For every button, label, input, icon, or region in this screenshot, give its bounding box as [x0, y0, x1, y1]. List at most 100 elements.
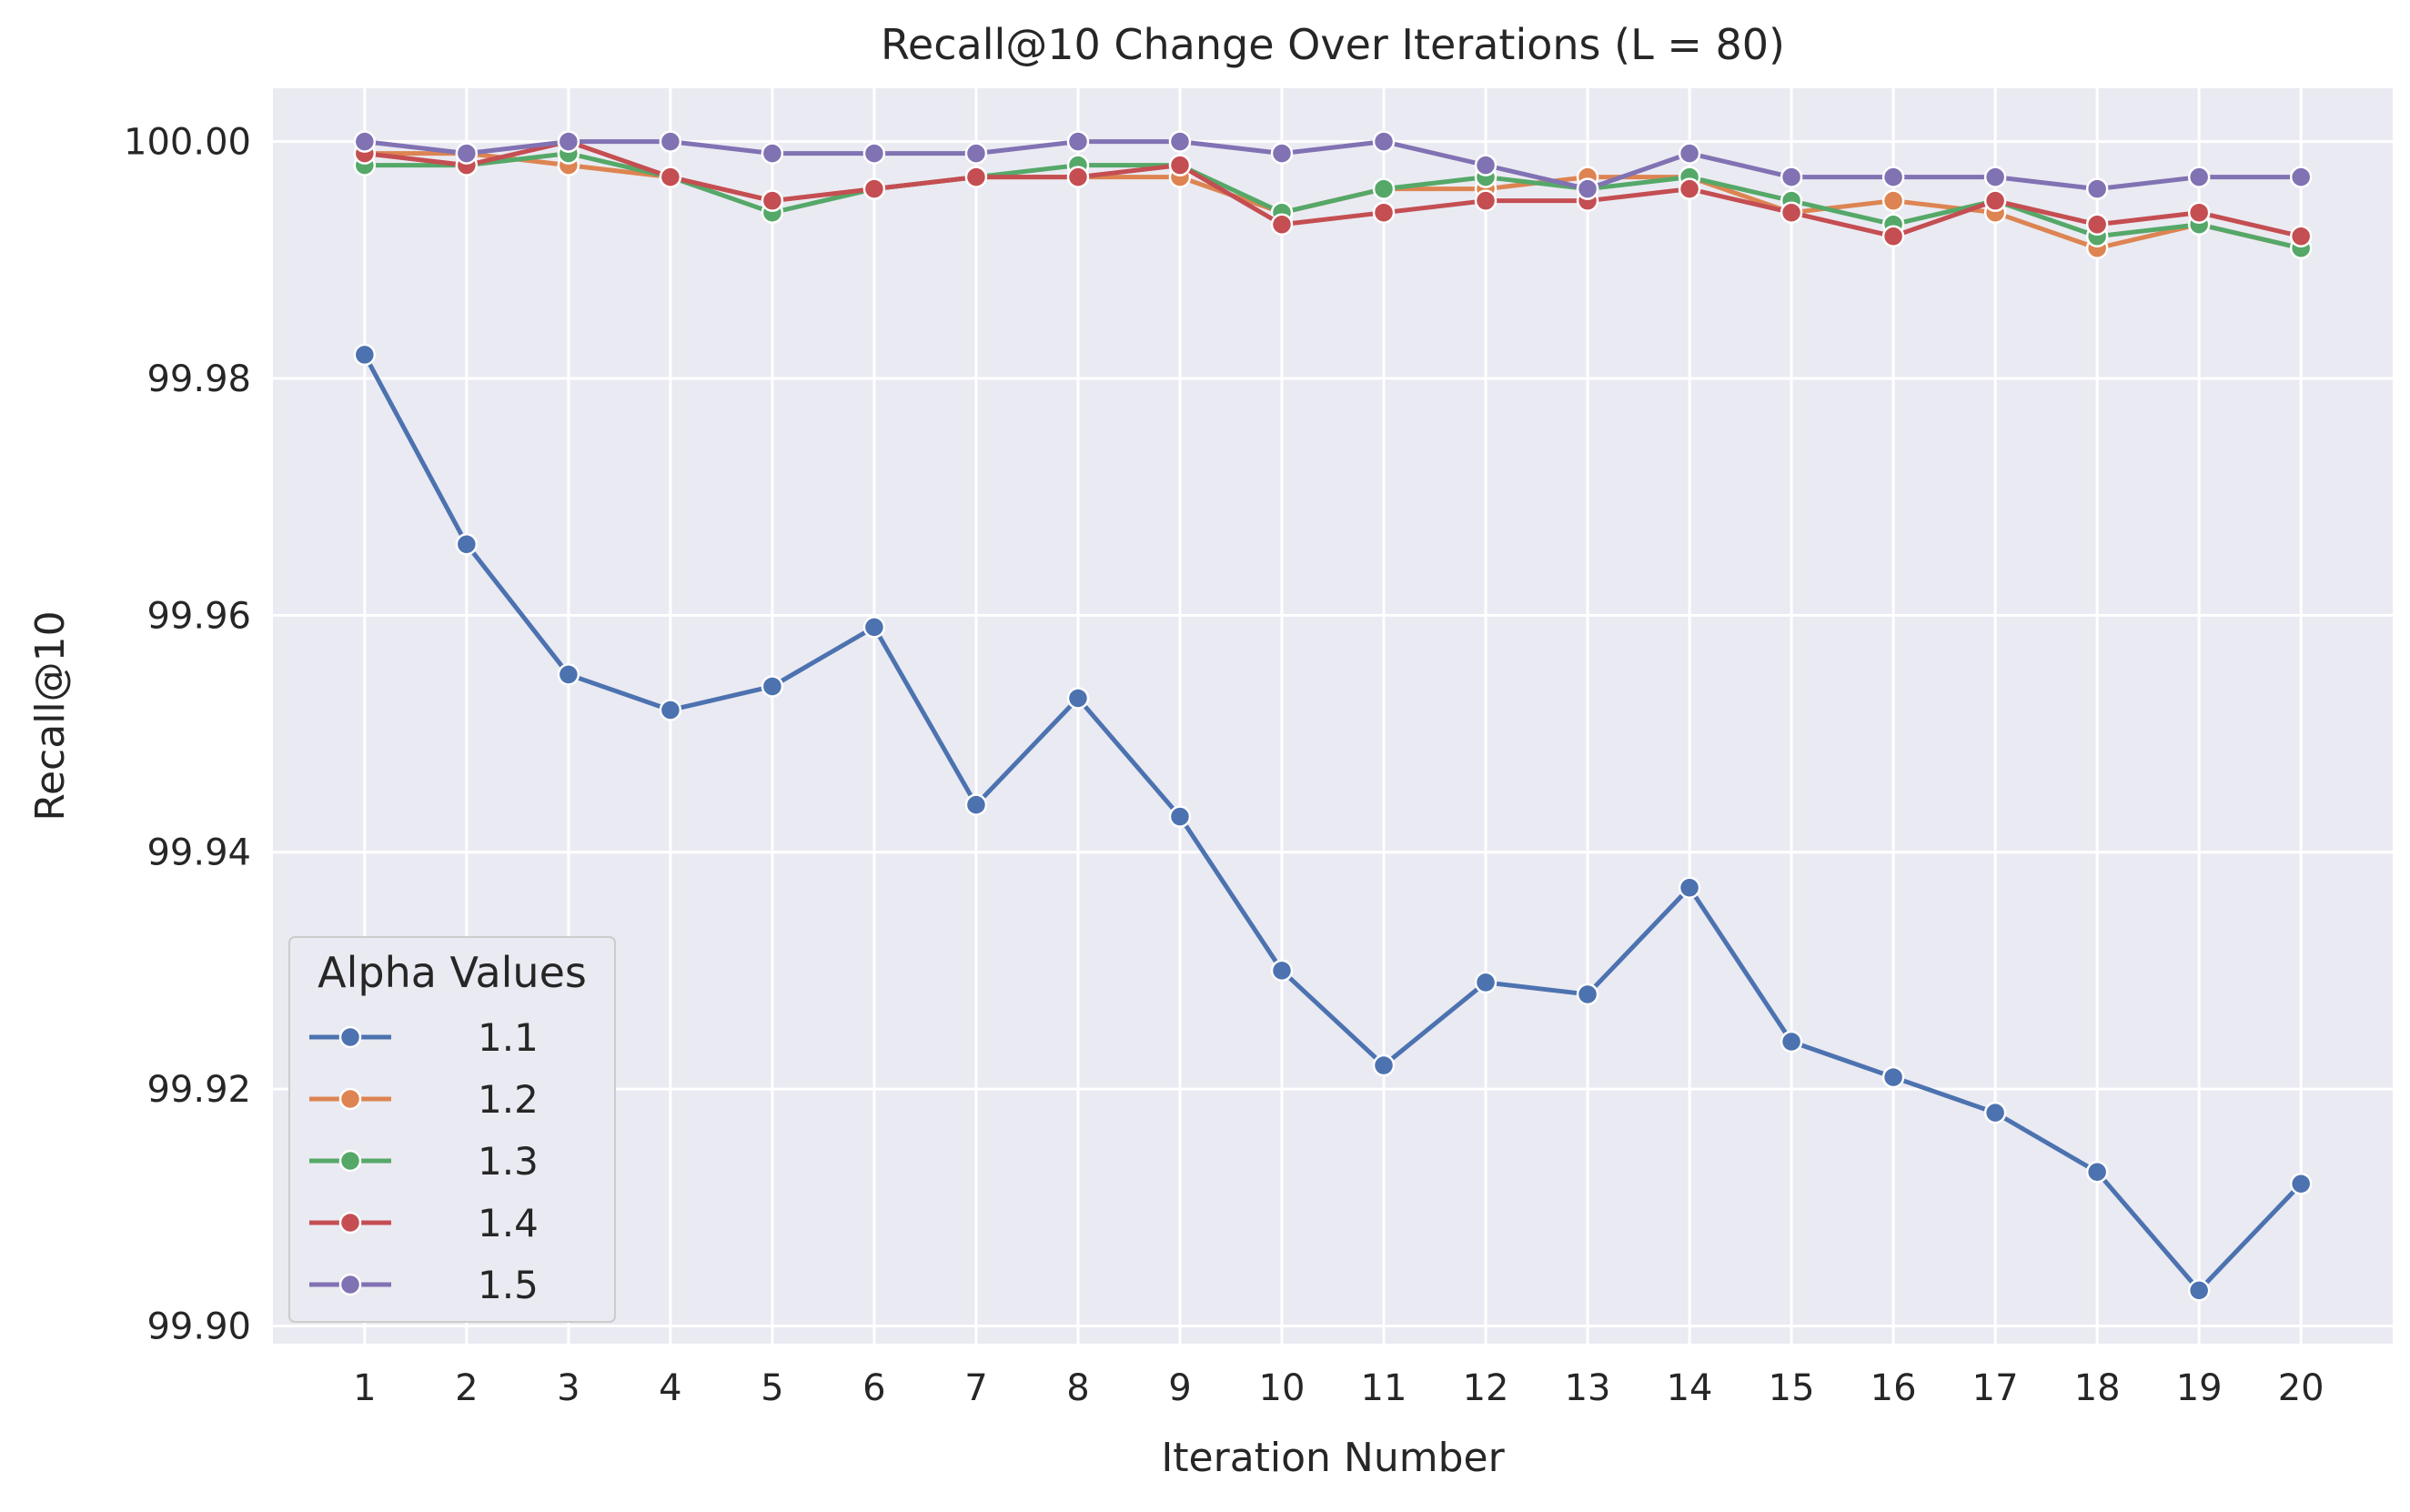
legend-box — [288, 936, 616, 1323]
grid — [273, 88, 2393, 1344]
series-group — [353, 130, 2313, 1302]
x-tick-label: 5 — [761, 1367, 783, 1409]
legend-label: 1.2 — [478, 1077, 539, 1122]
x-tick-label: 15 — [1769, 1367, 1815, 1409]
y-tick-label: 99.98 — [146, 358, 251, 400]
data-point — [2085, 213, 2109, 236]
x-tick-label: 10 — [1259, 1367, 1306, 1409]
data-point — [2289, 225, 2313, 247]
data-point — [1474, 971, 1497, 994]
data-point — [1372, 1053, 1396, 1077]
data-point — [557, 663, 580, 686]
legend-swatch-marker — [338, 1025, 362, 1049]
data-point — [1983, 189, 2007, 212]
data-point — [1780, 166, 1803, 188]
legend-item: 1.3 — [309, 1139, 539, 1184]
data-point — [964, 793, 988, 816]
data-point — [862, 177, 886, 200]
data-point — [1576, 177, 1599, 200]
data-point — [1270, 142, 1294, 165]
data-point — [1270, 959, 1294, 983]
x-tick-label: 7 — [964, 1367, 987, 1409]
x-tick-label: 4 — [659, 1367, 681, 1409]
x-tick-label: 8 — [1066, 1367, 1089, 1409]
data-point — [1678, 177, 1701, 200]
data-point — [1881, 225, 1905, 247]
data-point — [2289, 166, 2313, 188]
legend-label: 1.3 — [478, 1139, 539, 1184]
x-tick-label: 11 — [1361, 1367, 1407, 1409]
data-point — [2187, 201, 2211, 224]
x-tick-label: 9 — [1168, 1367, 1191, 1409]
x-tick-label: 2 — [455, 1367, 478, 1409]
data-point — [1881, 189, 1905, 212]
y-tick-label: 99.90 — [146, 1305, 251, 1347]
data-point — [659, 130, 682, 153]
x-tick-label: 12 — [1463, 1367, 1509, 1409]
data-point — [761, 675, 784, 698]
data-point — [1474, 154, 1497, 176]
data-point — [659, 699, 682, 721]
data-point — [2187, 166, 2211, 188]
data-point — [1066, 687, 1090, 710]
series-line — [362, 352, 2304, 1293]
data-point — [1576, 983, 1599, 1006]
data-point — [1678, 142, 1701, 165]
data-point — [1066, 166, 1090, 188]
data-point — [1881, 166, 1905, 188]
legend-swatch-marker — [338, 1087, 362, 1111]
legend-item: 1.4 — [309, 1201, 539, 1245]
ticks: 1 2 3 4 5 6 7 8 9 10 11 12 13 14 15 16 17 18 19 2099.9099.9… — [124, 122, 2324, 1409]
x-tick-label: 1 — [353, 1367, 376, 1409]
legend-title: Alpha Values — [318, 948, 587, 997]
x-tick-label: 19 — [2176, 1367, 2223, 1409]
legend-label: 1.4 — [478, 1201, 539, 1245]
series-1-5 — [353, 130, 2313, 200]
data-point — [1168, 805, 1192, 828]
data-point — [761, 142, 784, 165]
data-point — [2187, 1279, 2211, 1302]
legend-label: 1.1 — [478, 1015, 539, 1060]
y-tick-label: 99.96 — [146, 595, 251, 637]
data-point — [862, 616, 886, 639]
x-tick-label: 3 — [557, 1367, 580, 1409]
series-1-1 — [353, 343, 2313, 1302]
y-tick-label: 99.94 — [146, 832, 251, 874]
y-tick-label: 100.00 — [124, 122, 251, 164]
x-axis-title: Iteration Number — [1161, 1435, 1505, 1481]
x-tick-label: 13 — [1565, 1367, 1611, 1409]
x-tick-label: 18 — [2074, 1367, 2121, 1409]
x-tick-label: 6 — [862, 1367, 885, 1409]
legend-item: 1.2 — [309, 1077, 539, 1122]
data-point — [1372, 201, 1396, 224]
data-point — [2289, 1172, 2313, 1195]
data-point — [353, 343, 377, 367]
x-tick-label: 16 — [1871, 1367, 1917, 1409]
data-point — [1066, 130, 1090, 153]
data-point — [862, 142, 886, 165]
x-tick-label: 20 — [2278, 1367, 2324, 1409]
data-point — [1270, 213, 1294, 236]
plot-area — [273, 88, 2393, 1344]
data-point — [1372, 130, 1396, 153]
data-point — [1881, 1065, 1905, 1089]
data-point — [761, 189, 784, 212]
data-point — [1678, 876, 1701, 900]
data-point — [1372, 177, 1396, 200]
y-axis-title: Recall@10 — [27, 610, 74, 821]
data-point — [455, 532, 479, 556]
data-point — [1168, 154, 1192, 176]
data-point — [1780, 201, 1803, 224]
data-point — [964, 142, 988, 165]
legend: Alpha Values 1.1 1.2 1.3 1.4 1.5 — [288, 936, 616, 1323]
legend-swatch-marker — [338, 1149, 362, 1173]
data-point — [1983, 166, 2007, 188]
data-point — [2085, 177, 2109, 200]
legend-swatch-marker — [338, 1273, 362, 1296]
data-point — [1168, 130, 1192, 153]
data-point — [1780, 1030, 1803, 1053]
legend-item: 1.1 — [309, 1015, 539, 1060]
legend-label: 1.5 — [478, 1263, 539, 1307]
